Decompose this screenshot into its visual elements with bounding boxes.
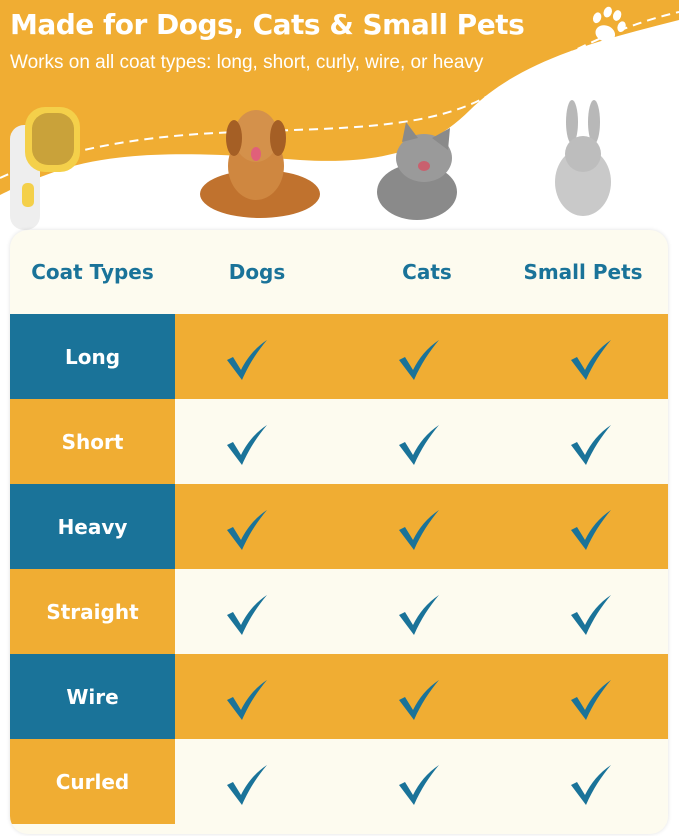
checkmark-icon bbox=[399, 595, 439, 635]
coat-type-label: Short bbox=[10, 399, 175, 484]
table-row: Wire bbox=[10, 654, 668, 739]
page-title: Made for Dogs, Cats & Small Pets bbox=[10, 8, 525, 41]
checkmark-icon bbox=[399, 765, 439, 805]
table-row: Heavy bbox=[10, 484, 668, 569]
cat-image bbox=[377, 122, 457, 220]
rabbit-image bbox=[555, 100, 611, 216]
coat-type-label: Straight bbox=[10, 569, 175, 654]
coat-type-label: Curled bbox=[10, 739, 175, 824]
checkmark-icon bbox=[399, 680, 439, 720]
checkmark-icon bbox=[227, 680, 267, 720]
checkmark-icon bbox=[399, 425, 439, 465]
column-header-small-pets: Small Pets bbox=[523, 260, 643, 284]
grooming-brush-image bbox=[10, 107, 80, 230]
checkmark-icon bbox=[571, 425, 611, 465]
checkmark-icon bbox=[571, 680, 611, 720]
column-header-coat-types: Coat Types bbox=[31, 260, 154, 284]
checkmark-icon bbox=[399, 510, 439, 550]
checkmark-icon bbox=[399, 340, 439, 380]
checkmark-icon bbox=[571, 595, 611, 635]
header-banner bbox=[0, 0, 679, 195]
checkmark-icon bbox=[227, 340, 267, 380]
column-header-cats: Cats bbox=[402, 260, 452, 284]
dog-image bbox=[200, 110, 320, 218]
coat-types-table: Coat Types Dogs Cats Small Pets Long Shor… bbox=[10, 230, 668, 834]
checkmark-icon bbox=[571, 765, 611, 805]
table-row: Straight bbox=[10, 569, 668, 654]
coat-type-label: Wire bbox=[10, 654, 175, 739]
checkmark-icon bbox=[571, 340, 611, 380]
coat-type-label: Heavy bbox=[10, 484, 175, 569]
checkmark-icon bbox=[227, 425, 267, 465]
checkmark-icon bbox=[227, 595, 267, 635]
checkmark-icon bbox=[571, 510, 611, 550]
checkmark-icon bbox=[227, 510, 267, 550]
coat-type-label: Long bbox=[10, 314, 175, 399]
page-subtitle: Works on all coat types: long, short, cu… bbox=[10, 52, 484, 73]
column-header-dogs: Dogs bbox=[228, 260, 286, 284]
table-row: Long bbox=[10, 314, 668, 399]
checkmark-icon bbox=[227, 765, 267, 805]
table-row: Curled bbox=[10, 739, 668, 824]
table-row: Short bbox=[10, 399, 668, 484]
paw-icon bbox=[592, 6, 626, 42]
